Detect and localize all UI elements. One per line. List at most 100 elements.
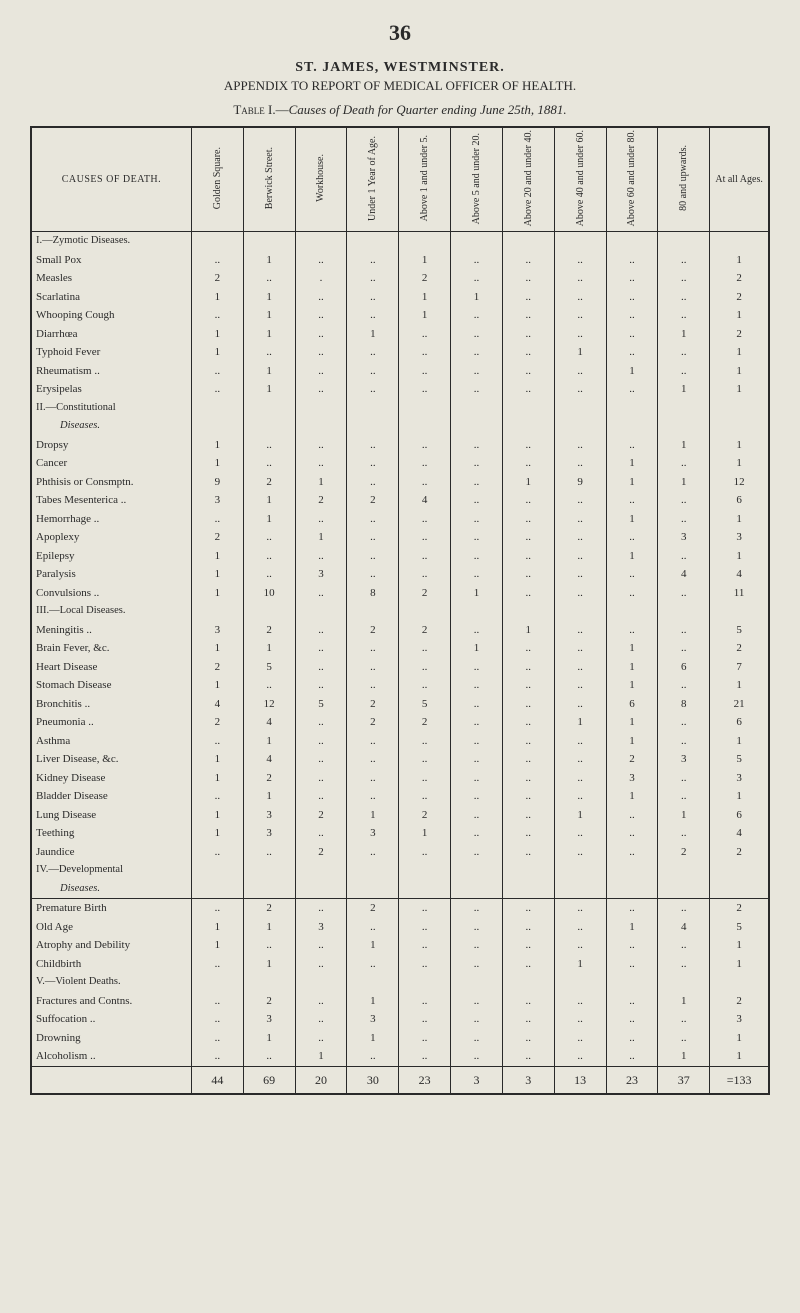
- value-cell: ..: [502, 899, 554, 918]
- value-cell: [554, 973, 606, 992]
- table-row: Erysipelas..1..............11: [31, 380, 769, 399]
- value-cell: 5: [295, 695, 347, 714]
- value-cell: 9: [554, 473, 606, 492]
- value-cell: [399, 399, 451, 418]
- value-cell: [710, 880, 769, 899]
- value-cell: ..: [606, 899, 658, 918]
- value-cell: ..: [658, 676, 710, 695]
- value-cell: ..: [502, 362, 554, 381]
- table-row: Childbirth..1..........1....1: [31, 955, 769, 974]
- value-cell: 2: [710, 992, 769, 1011]
- value-cell: ..: [399, 992, 451, 1011]
- value-cell: ..: [295, 306, 347, 325]
- cause-cell: Convulsions ..: [31, 584, 191, 603]
- value-cell: 6: [710, 713, 769, 732]
- value-cell: ..: [658, 732, 710, 751]
- column-header: CAUSES OF DEATH.: [31, 127, 191, 232]
- table-row: Apoplexy2..1............33: [31, 528, 769, 547]
- value-cell: ..: [347, 528, 399, 547]
- value-cell: ..: [658, 621, 710, 640]
- value-cell: 1: [399, 251, 451, 270]
- value-cell: ..: [295, 769, 347, 788]
- value-cell: [191, 973, 243, 992]
- value-cell: 2: [191, 528, 243, 547]
- cause-cell: Whooping Cough: [31, 306, 191, 325]
- table-row: Heart Disease25............167: [31, 658, 769, 677]
- value-cell: 3: [710, 528, 769, 547]
- value-cell: 1: [554, 713, 606, 732]
- value-cell: [554, 880, 606, 899]
- value-cell: ..: [502, 713, 554, 732]
- value-cell: 2: [399, 621, 451, 640]
- value-cell: [502, 232, 554, 251]
- value-cell: ..: [295, 713, 347, 732]
- table-row: Diseases.: [31, 417, 769, 436]
- value-cell: ..: [502, 306, 554, 325]
- column-header: Above 20 and under 40.: [502, 127, 554, 232]
- value-cell: ..: [606, 843, 658, 862]
- value-cell: [295, 232, 347, 251]
- value-cell: 3: [191, 491, 243, 510]
- table-row: I.—Zymotic Diseases.: [31, 232, 769, 251]
- value-cell: 1: [606, 362, 658, 381]
- column-header: Above 5 and under 20.: [451, 127, 503, 232]
- value-cell: ..: [606, 955, 658, 974]
- table-row: Dropsy1................11: [31, 436, 769, 455]
- value-cell: ..: [451, 547, 503, 566]
- value-cell: ..: [399, 918, 451, 937]
- value-cell: ..: [295, 936, 347, 955]
- value-cell: ..: [554, 325, 606, 344]
- value-cell: ..: [451, 528, 503, 547]
- value-cell: ..: [606, 325, 658, 344]
- value-cell: ..: [399, 325, 451, 344]
- value-cell: ..: [191, 1047, 243, 1066]
- value-cell: 2: [399, 806, 451, 825]
- value-cell: ..: [451, 1029, 503, 1048]
- value-cell: ..: [451, 362, 503, 381]
- value-cell: ..: [295, 436, 347, 455]
- value-cell: ..: [347, 918, 399, 937]
- value-cell: 5: [243, 658, 295, 677]
- value-cell: [606, 880, 658, 899]
- value-cell: ..: [554, 787, 606, 806]
- value-cell: 1: [191, 584, 243, 603]
- value-cell: ..: [399, 565, 451, 584]
- value-cell: 2: [295, 491, 347, 510]
- table-row: Alcoholism ......1............11: [31, 1047, 769, 1066]
- value-cell: ..: [502, 992, 554, 1011]
- value-cell: ..: [399, 1010, 451, 1029]
- value-cell: [295, 602, 347, 621]
- value-cell: [243, 232, 295, 251]
- value-cell: ..: [399, 769, 451, 788]
- cause-cell: Liver Disease, &c.: [31, 750, 191, 769]
- value-cell: ..: [451, 436, 503, 455]
- value-cell: ..: [295, 1029, 347, 1048]
- value-cell: ..: [295, 362, 347, 381]
- table-row: Bladder Disease..1............1..1: [31, 787, 769, 806]
- value-cell: ..: [658, 1029, 710, 1048]
- value-cell: ..: [451, 676, 503, 695]
- value-cell: [191, 861, 243, 880]
- cause-cell: Kidney Disease: [31, 769, 191, 788]
- value-cell: 4: [243, 750, 295, 769]
- value-cell: 1: [191, 769, 243, 788]
- cause-cell: Heart Disease: [31, 658, 191, 677]
- value-cell: 1: [710, 1047, 769, 1066]
- total-cell: 3: [451, 1066, 503, 1094]
- value-cell: ..: [347, 454, 399, 473]
- value-cell: [554, 602, 606, 621]
- value-cell: [347, 232, 399, 251]
- value-cell: [710, 232, 769, 251]
- value-cell: [399, 880, 451, 899]
- table-row: Kidney Disease12............3..3: [31, 769, 769, 788]
- value-cell: ..: [243, 436, 295, 455]
- value-cell: ..: [502, 1029, 554, 1048]
- value-cell: 3: [658, 750, 710, 769]
- value-cell: ..: [399, 936, 451, 955]
- value-cell: 3: [191, 621, 243, 640]
- value-cell: ..: [451, 251, 503, 270]
- cause-cell: Lung Disease: [31, 806, 191, 825]
- value-cell: ..: [451, 621, 503, 640]
- value-cell: ..: [554, 992, 606, 1011]
- value-cell: ..: [243, 843, 295, 862]
